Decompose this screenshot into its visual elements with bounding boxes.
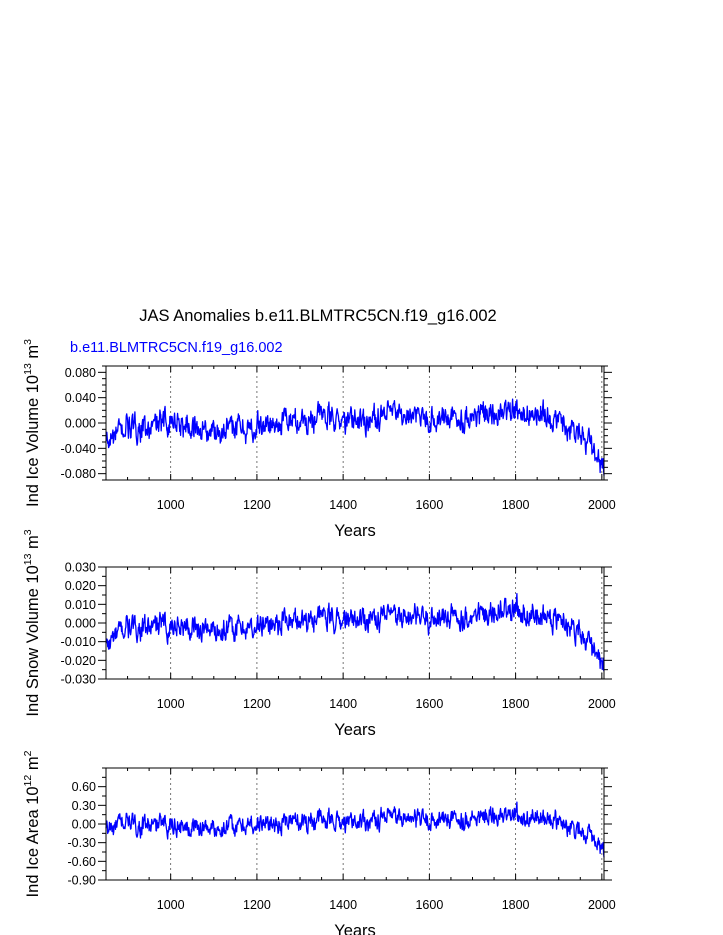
x-tick-label-1400: 1400 (329, 697, 357, 711)
x-tick-label-1200: 1200 (243, 898, 271, 912)
y-axis-label-snow-volume: Ind Snow Volume 1013 m3 (22, 529, 42, 716)
y-tick-label-3: 0.00 (72, 818, 96, 832)
y-tick-label-2: 0.000 (65, 417, 96, 431)
series-line-ice-volume (105, 398, 605, 476)
x-tick-label-1800: 1800 (502, 498, 530, 512)
figure-title: JAS Anomalies b.e11.BLMTRC5CN.f19_g16.00… (139, 307, 496, 325)
x-tick-label-1800: 1800 (502, 697, 530, 711)
x-tick-label-1600: 1600 (415, 898, 443, 912)
y-axis-label-ice-area: Ind Ice Area 1012 m2 (22, 750, 42, 897)
y-tick-label-6: 0.030 (65, 561, 96, 575)
panels: 1000 1200 1400 1600 1800 2000 -0.080 -0.040 0.00… (22, 339, 616, 935)
x-tick-label-1600: 1600 (415, 697, 443, 711)
y-axis-label-ice-volume: Ind Ice Volume 1013 m3 (22, 339, 42, 507)
y-tick-label-4: 0.010 (65, 598, 96, 612)
y-tick-label-3: 0.040 (65, 391, 96, 405)
y-tick-label-1: -0.60 (68, 855, 97, 869)
legend-label: b.e11.BLMTRC5CN.f19_g16.002 (70, 340, 283, 356)
series-line-snow-volume (105, 593, 605, 672)
x-tick-label-1000: 1000 (157, 697, 185, 711)
x-tick-label-1000: 1000 (157, 498, 185, 512)
x-tick-label-2000: 2000 (588, 898, 616, 912)
y-tick-label-0: -0.080 (61, 467, 96, 481)
x-axis-label-ice-area: Years (334, 922, 376, 935)
y-tick-label-1: -0.020 (61, 654, 96, 668)
chart-panel-snow-volume: 1000 1200 1400 1600 1800 2000 -0.030 -0.020 -0.0… (22, 529, 616, 739)
chart-panel-ice-area: 1000 1200 1400 1600 1800 2000 -0.90 -0.60 -0.30 0… (22, 750, 616, 935)
x-tick-label-2000: 2000 (588, 697, 616, 711)
y-tick-label-0: -0.030 (61, 673, 96, 687)
x-tick-label-1000: 1000 (157, 898, 185, 912)
y-tick-label-1: -0.040 (61, 442, 96, 456)
y-tick-label-0: -0.90 (68, 874, 97, 888)
series-line-ice-area (105, 801, 605, 858)
y-tick-label-4: 0.30 (72, 799, 96, 813)
y-tick-label-2: -0.010 (61, 635, 96, 649)
x-axis-label-ice-volume: Years (334, 522, 376, 540)
y-tick-label-2: -0.30 (68, 836, 97, 850)
x-tick-label-1400: 1400 (329, 498, 357, 512)
x-tick-label-1400: 1400 (329, 898, 357, 912)
x-axis-label-snow-volume: Years (334, 721, 376, 739)
y-tick-label-3: 0.000 (65, 617, 96, 631)
chart-panel-ice-volume: 1000 1200 1400 1600 1800 2000 -0.080 -0.040 0.00… (22, 339, 616, 540)
x-tick-label-1800: 1800 (502, 898, 530, 912)
x-tick-label-1600: 1600 (415, 498, 443, 512)
x-tick-label-1200: 1200 (243, 498, 271, 512)
y-tick-label-4: 0.080 (65, 366, 96, 380)
x-tick-label-1200: 1200 (243, 697, 271, 711)
y-tick-label-5: 0.020 (65, 579, 96, 593)
x-tick-label-2000: 2000 (588, 498, 616, 512)
y-tick-label-5: 0.60 (72, 780, 96, 794)
